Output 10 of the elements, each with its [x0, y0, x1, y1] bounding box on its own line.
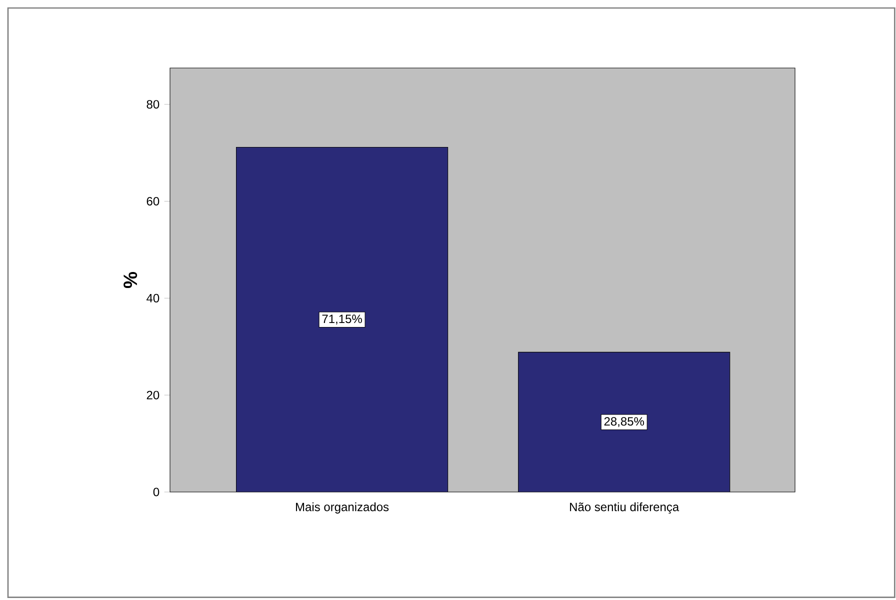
- y-tick-label: 40: [146, 294, 160, 302]
- x-tick-label: Mais organizados: [296, 502, 389, 514]
- data-label: 28,85%: [604, 417, 644, 428]
- y-tick-label: 80: [146, 100, 160, 109]
- y-tick-label: 60: [146, 196, 160, 206]
- data-label: 71,15%: [322, 314, 362, 325]
- y-tick-label: 0: [153, 488, 160, 496]
- y-tick-label: 20: [146, 390, 160, 400]
- x-tick-label: Não sentiu diferença: [570, 502, 680, 514]
- y-axis-title: %: [124, 272, 138, 288]
